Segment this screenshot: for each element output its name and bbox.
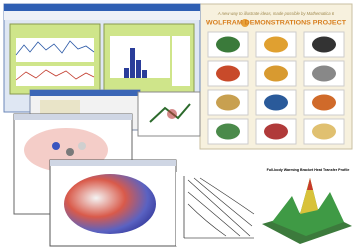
thumbnail-graphic	[216, 124, 240, 140]
title-bar	[50, 160, 176, 166]
demonstrations-panel: A new way to illustrate ideas, made poss…	[200, 4, 352, 149]
histogram-bar	[142, 70, 147, 78]
toolbar	[4, 11, 200, 20]
thumbnail-graphic	[264, 66, 288, 82]
atom	[52, 142, 60, 150]
histogram-bar	[136, 60, 141, 78]
thumbnail-graphic	[312, 95, 336, 111]
title-bar	[30, 90, 140, 96]
surface-title: Full-body Warming Bracket Heat Transfer …	[267, 168, 350, 172]
tagline: A new way to illustrate ideas, made poss…	[217, 11, 335, 16]
contour-plot	[176, 172, 256, 246]
thumbnail-graphic	[216, 66, 240, 82]
surface-plot: Full-body Warming Bracket Heat Transfer …	[262, 168, 352, 244]
plot-area	[176, 172, 256, 246]
thumbnail-graphic	[264, 95, 288, 111]
thumbnail-graphic	[312, 66, 336, 82]
line-plot	[16, 66, 94, 86]
atom	[78, 142, 86, 150]
panel-title: WOLFRAM DEMONSTRATIONS PROJECT	[206, 21, 346, 27]
surface-peak-tip	[307, 178, 313, 190]
side-list	[172, 36, 190, 86]
scatter-blob	[167, 109, 177, 119]
thumbnail-graphic	[216, 95, 240, 111]
title-bar	[4, 4, 200, 11]
collage: A new way to illustrate ideas, made poss…	[0, 0, 355, 249]
atom	[66, 148, 74, 156]
molecule-window-front	[50, 160, 176, 246]
thumbnail-graphic	[264, 37, 288, 53]
histogram-bar	[130, 48, 135, 78]
electrostatic-surface	[64, 174, 156, 234]
line-plot	[16, 38, 94, 62]
histogram-bar	[124, 68, 129, 78]
thumbnail-graphic	[312, 124, 336, 140]
title-bar	[14, 114, 132, 120]
thumbnail-graphic	[312, 37, 336, 53]
thumbnail-graphic	[216, 37, 240, 53]
thumbnail-graphic	[264, 124, 288, 140]
